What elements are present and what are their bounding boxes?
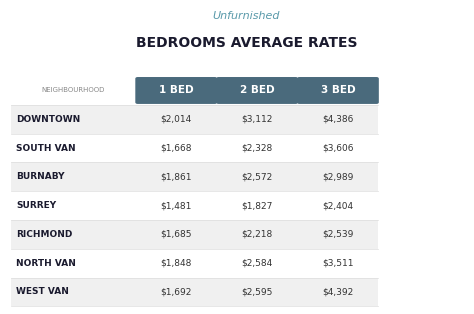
Text: 2 BED: 2 BED <box>240 85 274 95</box>
Text: $1,668: $1,668 <box>161 143 192 153</box>
Text: $1,827: $1,827 <box>241 201 273 210</box>
Text: Unfurnished: Unfurnished <box>213 11 280 21</box>
Text: $1,861: $1,861 <box>161 172 192 181</box>
Text: $3,511: $3,511 <box>322 259 354 268</box>
Text: $2,595: $2,595 <box>241 288 273 296</box>
Text: WEST VAN: WEST VAN <box>17 288 69 296</box>
Bar <box>11 249 378 278</box>
Text: $2,572: $2,572 <box>241 172 273 181</box>
Text: $1,848: $1,848 <box>161 259 192 268</box>
Text: $4,386: $4,386 <box>322 115 354 124</box>
Text: BURNABY: BURNABY <box>17 172 65 181</box>
Bar <box>11 278 378 306</box>
Text: $2,989: $2,989 <box>322 172 354 181</box>
Text: $3,606: $3,606 <box>322 143 354 153</box>
Bar <box>11 220 378 249</box>
Text: $2,584: $2,584 <box>241 259 273 268</box>
Text: $1,692: $1,692 <box>161 288 192 296</box>
Text: NEIGHBOURHOOD: NEIGHBOURHOOD <box>42 88 105 94</box>
Text: BEDROOMS AVERAGE RATES: BEDROOMS AVERAGE RATES <box>136 35 357 50</box>
FancyBboxPatch shape <box>297 77 379 104</box>
Text: $2,014: $2,014 <box>161 115 192 124</box>
Text: $2,328: $2,328 <box>241 143 273 153</box>
Text: $1,685: $1,685 <box>161 230 192 239</box>
Text: SURREY: SURREY <box>17 201 56 210</box>
Text: DOWNTOWN: DOWNTOWN <box>17 115 81 124</box>
FancyBboxPatch shape <box>216 77 298 104</box>
Text: 3 BED: 3 BED <box>320 85 355 95</box>
Text: $2,218: $2,218 <box>241 230 273 239</box>
Text: $2,404: $2,404 <box>322 201 354 210</box>
Bar <box>11 191 378 220</box>
Text: $1,481: $1,481 <box>161 201 192 210</box>
FancyBboxPatch shape <box>135 77 217 104</box>
Text: $4,392: $4,392 <box>322 288 354 296</box>
Bar <box>11 134 378 162</box>
Text: NORTH VAN: NORTH VAN <box>17 259 76 268</box>
Bar <box>11 105 378 134</box>
Text: SOUTH VAN: SOUTH VAN <box>17 143 76 153</box>
Text: 1 BED: 1 BED <box>159 85 193 95</box>
Text: RICHMOND: RICHMOND <box>17 230 73 239</box>
Bar <box>11 162 378 191</box>
Text: $3,112: $3,112 <box>241 115 273 124</box>
Text: $2,539: $2,539 <box>322 230 354 239</box>
